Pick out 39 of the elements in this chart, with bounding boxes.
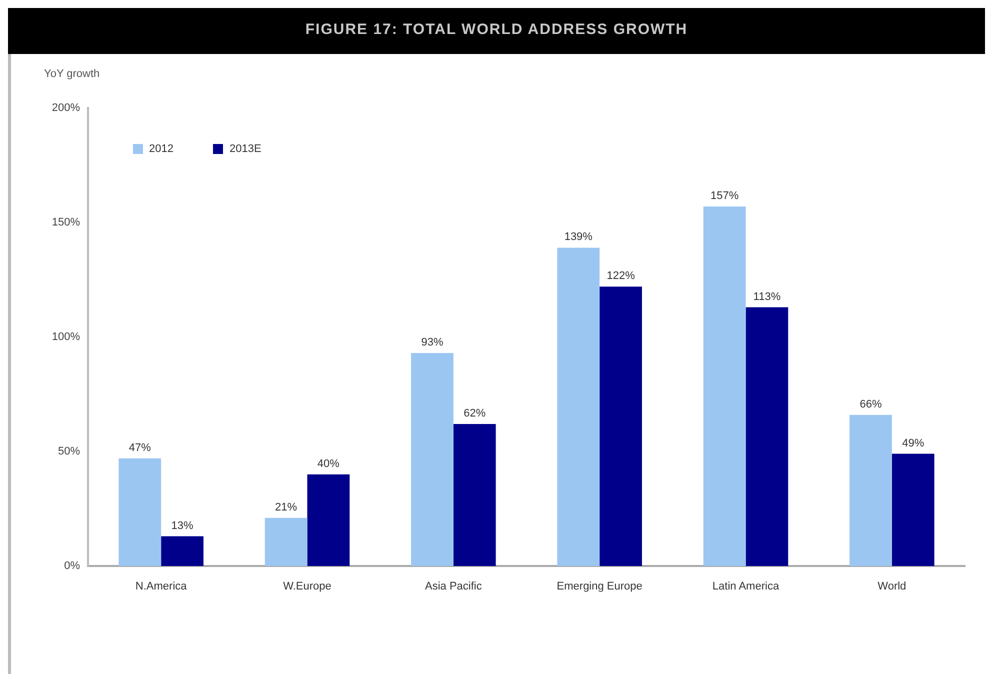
y-tick-label: 100%: [52, 331, 80, 344]
data-label: 139%: [564, 231, 593, 244]
data-label: 93%: [421, 336, 444, 349]
bar: [892, 454, 934, 566]
x-tick-label: World: [878, 580, 906, 593]
y-tick-label: 0%: [64, 560, 80, 572]
data-label: 113%: [753, 290, 781, 303]
y-tick-label: 200%: [52, 102, 80, 114]
data-label: 66%: [860, 398, 882, 410]
x-tick-label: Emerging Europe: [556, 580, 642, 593]
legend-label: 2013E: [229, 143, 262, 155]
y-tick-label: 150%: [52, 216, 80, 229]
legend-label: 2012: [149, 143, 174, 155]
y-axis-title: YoY growth: [44, 68, 100, 80]
x-tick-label: N.America: [135, 580, 188, 593]
bar: [703, 206, 746, 566]
x-tick-label: Latin America: [712, 580, 780, 593]
data-label: 47%: [128, 442, 152, 454]
data-label: 49%: [902, 437, 924, 450]
bar: [161, 536, 204, 566]
chart-title: FIGURE 17: TOTAL WORLD ADDRESS GROWTH: [304, 21, 689, 38]
data-label: 62%: [464, 408, 486, 420]
bar: [746, 307, 788, 566]
bar: [411, 353, 454, 566]
data-label: 40%: [317, 458, 340, 470]
x-tick-label: W.Europe: [283, 580, 332, 593]
bar: [453, 424, 496, 566]
bar: [118, 458, 162, 566]
data-label: 21%: [275, 501, 298, 514]
data-label: 13%: [171, 520, 194, 532]
y-tick-label: 50%: [58, 446, 80, 458]
bar: [264, 518, 308, 566]
bar: [557, 248, 600, 566]
data-label: 122%: [606, 270, 636, 282]
x-tick-label: Asia Pacific: [424, 580, 482, 593]
bar: [307, 474, 350, 566]
bar: [850, 414, 892, 566]
data-label: 157%: [710, 190, 739, 202]
bar: [600, 286, 642, 566]
